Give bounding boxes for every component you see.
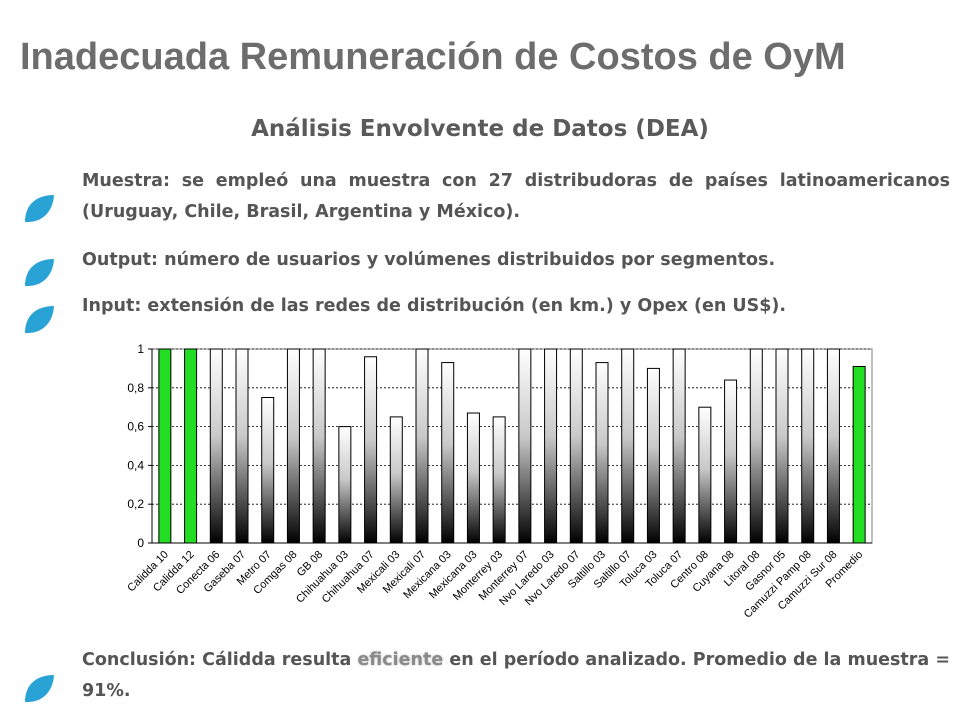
leaf-bullet-icon	[25, 675, 54, 703]
bar	[595, 362, 609, 544]
bar	[826, 348, 840, 544]
y-tick-label: 0,4	[127, 458, 144, 472]
bar	[621, 348, 635, 544]
bar	[415, 348, 429, 544]
bar	[209, 348, 223, 544]
bar	[544, 348, 558, 544]
bar	[184, 348, 198, 544]
leaf-bullet-icon	[25, 195, 54, 223]
y-tick-label: 1	[137, 342, 144, 356]
bullet-input: Input: extensión de las redes de distrib…	[82, 296, 787, 316]
bar	[466, 412, 480, 544]
bar	[235, 348, 249, 544]
bar	[158, 348, 172, 544]
leaf-bullet-icon	[25, 259, 54, 287]
y-tick-label: 0,6	[127, 420, 144, 434]
y-tick-label: 0,8	[127, 381, 144, 395]
bar	[646, 367, 660, 544]
y-tick-label: 0,2	[127, 497, 144, 511]
bar	[364, 356, 378, 544]
bar	[492, 416, 506, 544]
conclusion-prefix: Conclusión: Cálidda resulta	[82, 650, 358, 670]
page-title: Inadecuada Remuneración de Costos de OyM	[20, 36, 846, 78]
bar	[672, 348, 686, 544]
plot-area	[151, 348, 873, 544]
bullet-muestra: Muestra: se empleó una muestra con 27 di…	[82, 171, 950, 222]
bar	[518, 348, 532, 544]
bar	[852, 365, 866, 544]
bar	[724, 379, 738, 544]
page-subtitle: Análisis Envolvente de Datos (DEA)	[251, 116, 709, 142]
bar	[389, 416, 403, 544]
bar	[749, 348, 763, 544]
bar	[698, 406, 712, 544]
conclusion-text: Conclusión: Cálidda resulta eficiente en…	[82, 645, 950, 707]
bar	[441, 362, 455, 544]
bar	[569, 348, 583, 544]
bar	[775, 348, 789, 544]
bullet-output: Output: número de usuarios y volúmenes d…	[82, 250, 776, 270]
bar	[286, 348, 300, 544]
bar	[801, 348, 815, 544]
conclusion-suffix: en el período analizado. Promedio de la …	[82, 650, 951, 701]
leaf-bullet-icon	[25, 306, 54, 334]
bar	[338, 426, 352, 544]
y-tick-label: 0	[137, 536, 144, 550]
bar	[261, 397, 275, 544]
conclusion-highlight: eficiente	[357, 650, 444, 670]
bar	[312, 348, 326, 544]
